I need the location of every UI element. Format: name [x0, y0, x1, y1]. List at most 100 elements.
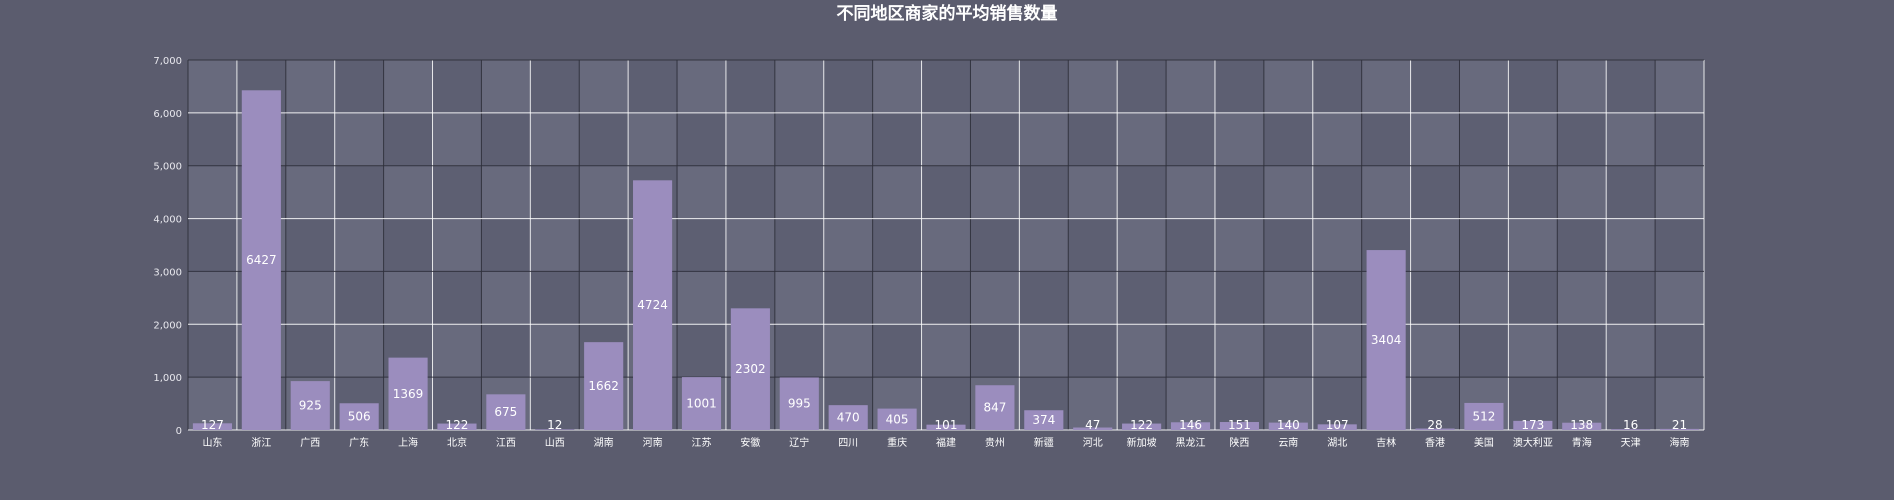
y-tick-label: 7,000	[153, 56, 182, 67]
plot-band	[334, 165, 384, 219]
plot-band	[725, 60, 775, 113]
bar	[535, 429, 575, 430]
plot-band	[481, 60, 531, 113]
bar	[1073, 427, 1113, 430]
plot-band	[1068, 324, 1118, 378]
bar	[1513, 420, 1553, 430]
bar	[975, 385, 1015, 430]
x-tick-label: 安徽	[740, 436, 760, 449]
bar	[1024, 410, 1064, 430]
plot-band	[1166, 324, 1215, 378]
bar	[1122, 423, 1162, 430]
plot-band	[579, 60, 629, 113]
plot-band	[530, 112, 580, 166]
plot-band	[1117, 165, 1167, 219]
plot-band	[1019, 165, 1069, 219]
x-tick-label: 湖南	[594, 436, 614, 449]
plot-band	[579, 271, 629, 325]
plot-band	[823, 60, 873, 113]
plot-band	[1557, 60, 1607, 113]
bar	[877, 408, 917, 430]
plot-band	[1410, 60, 1460, 113]
plot-band	[1410, 165, 1460, 219]
plot-band	[1068, 271, 1118, 325]
plot-band	[481, 112, 531, 166]
data-label: 16	[1623, 418, 1638, 432]
data-label: 995	[788, 397, 811, 411]
plot-band	[285, 324, 335, 378]
bar	[1268, 422, 1308, 430]
plot-band	[1655, 324, 1704, 378]
data-label: 47	[1085, 418, 1100, 432]
plot-band	[872, 324, 922, 378]
plot-band	[677, 218, 726, 272]
x-tick-label: 黑龙江	[1176, 436, 1206, 449]
plot-band	[285, 112, 335, 166]
x-tick-label: 福建	[936, 436, 956, 449]
bar	[779, 377, 819, 430]
plot-band	[774, 60, 824, 113]
plot-band	[872, 218, 922, 272]
y-tick-label: 4,000	[153, 215, 182, 226]
plot-band	[1312, 377, 1362, 430]
data-label: 122	[1130, 418, 1153, 432]
plot-band	[1068, 218, 1118, 272]
plot-band	[1459, 324, 1509, 378]
bar	[1611, 429, 1651, 430]
plot-band	[188, 60, 237, 113]
bar	[437, 423, 477, 430]
data-label: 847	[983, 401, 1006, 415]
data-label: 1001	[686, 397, 717, 411]
plot-band	[432, 271, 482, 325]
plot-band	[334, 218, 384, 272]
plot-band	[285, 218, 335, 272]
plot-band	[1410, 218, 1460, 272]
plot-band	[1557, 324, 1607, 378]
plot-band	[872, 112, 922, 166]
plot-band	[677, 60, 726, 113]
plot-band	[1166, 271, 1215, 325]
data-label: 173	[1521, 418, 1544, 432]
plot-band	[383, 218, 433, 272]
plot-band	[1263, 324, 1313, 378]
plot-band	[1508, 271, 1558, 325]
x-tick-label: 山西	[545, 437, 565, 449]
x-tick-label: 海南	[1670, 436, 1690, 449]
x-tick-label: 山东	[202, 436, 222, 449]
data-label: 3404	[1371, 333, 1402, 347]
y-tick-label: 0	[176, 426, 182, 437]
plot-band	[1117, 377, 1167, 430]
plot-band	[579, 165, 629, 219]
plot-band	[334, 60, 384, 113]
plot-band	[1019, 324, 1069, 378]
plot-band	[1263, 218, 1313, 272]
plot-band	[823, 165, 873, 219]
data-label: 28	[1427, 418, 1442, 432]
y-tick-label: 1,000	[153, 373, 182, 384]
plot-band	[921, 377, 971, 430]
plot-band	[1214, 377, 1264, 430]
plot-band	[1166, 165, 1215, 219]
plot-band	[1655, 60, 1704, 113]
x-tick-label: 广东	[349, 436, 369, 449]
plot-band	[188, 324, 237, 378]
plot-band	[774, 218, 824, 272]
plot-band	[285, 60, 335, 113]
x-tick-label: 四川	[838, 438, 858, 449]
y-tick-label: 3,000	[153, 267, 182, 278]
plot-band	[334, 324, 384, 378]
bar	[1659, 428, 1700, 430]
plot-band	[1459, 60, 1509, 113]
plot-band	[921, 165, 971, 219]
plot-band	[432, 324, 482, 378]
plot-band	[1361, 112, 1411, 166]
plot-band	[432, 112, 482, 166]
data-label: 21	[1672, 418, 1687, 432]
data-label: 151	[1228, 418, 1251, 432]
plot-band	[921, 324, 971, 378]
plot-band	[1655, 271, 1704, 325]
plot-band	[334, 271, 384, 325]
plot-band	[1263, 271, 1313, 325]
plot-band	[1117, 271, 1167, 325]
plot-band	[530, 271, 580, 325]
